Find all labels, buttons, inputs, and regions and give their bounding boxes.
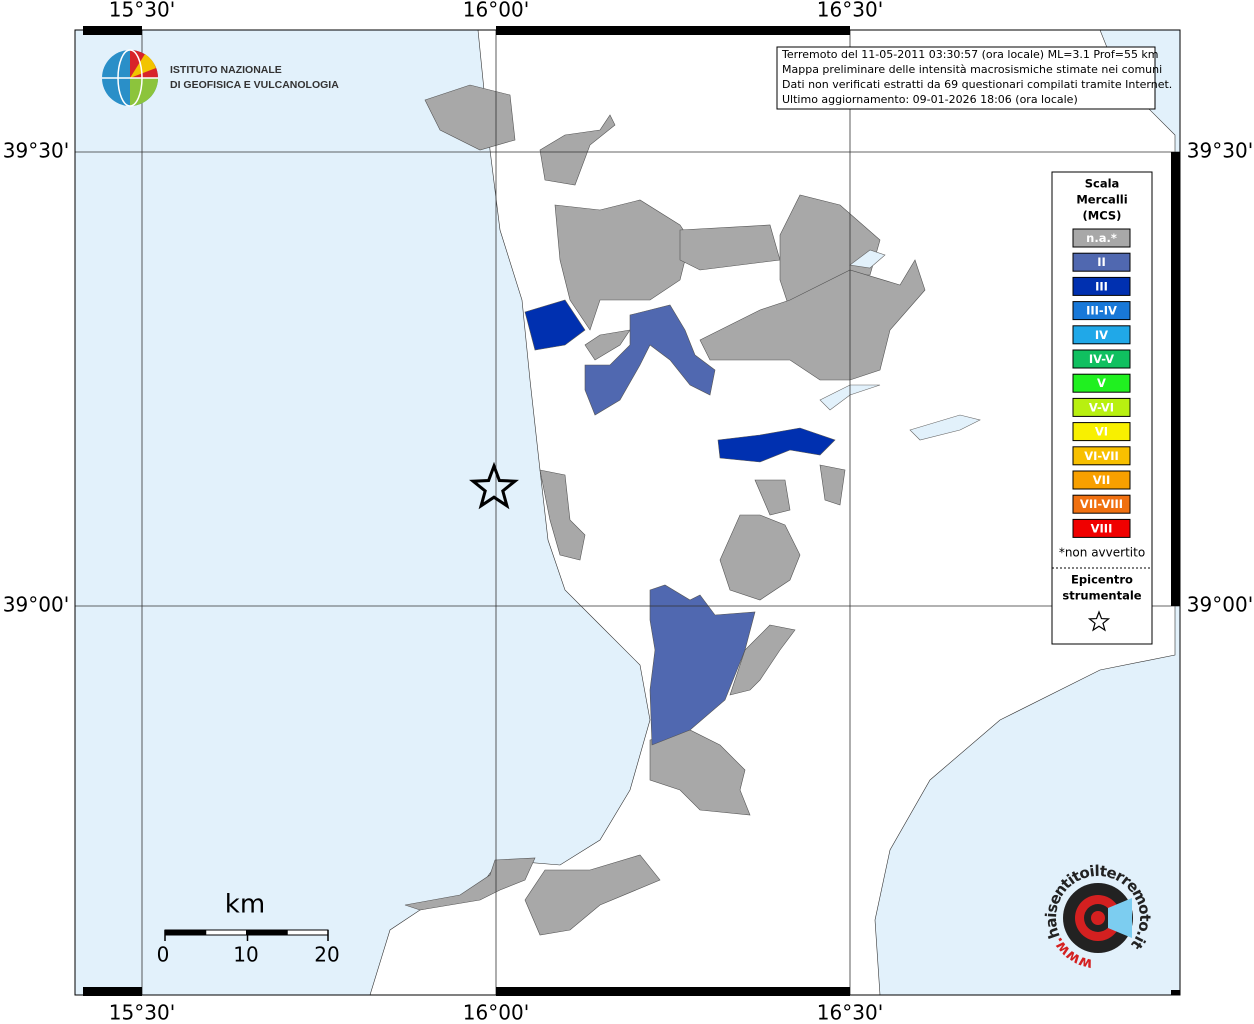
legend-label: VII-VIII <box>1080 497 1123 511</box>
legend-title: Scala <box>1085 177 1120 191</box>
lake <box>849 249 886 269</box>
legend-label: VII <box>1093 473 1110 487</box>
lon-label: 16°30' <box>817 0 883 22</box>
frame-bar <box>496 987 850 996</box>
municipality <box>539 114 616 186</box>
scale-segment <box>246 929 288 936</box>
lon-label: 15°30' <box>109 0 175 22</box>
municipality <box>729 624 796 696</box>
legend-label: III <box>1095 279 1108 293</box>
legend-swatch <box>1072 470 1131 490</box>
site-logo <box>1108 898 1132 938</box>
legend-note: *non avvertito <box>1059 546 1145 560</box>
municipality <box>539 469 586 561</box>
legend-swatch <box>1072 494 1131 514</box>
legend-label: V <box>1097 376 1106 390</box>
lat-label: 39°30' <box>3 139 69 163</box>
legend-star <box>1087 610 1111 632</box>
legend-label: V-VI <box>1089 400 1114 414</box>
scale-segment <box>205 929 247 936</box>
frame-bar <box>1171 152 1180 606</box>
lon-label: 16°00' <box>463 1001 529 1024</box>
site-logo <box>1091 911 1105 925</box>
legend-label: VI-VII <box>1084 449 1119 463</box>
municipality <box>424 84 516 151</box>
legend-swatch <box>1072 252 1131 272</box>
legend-swatch <box>1072 228 1131 248</box>
municipality <box>779 194 881 311</box>
municipality <box>649 584 756 746</box>
municipality <box>717 427 836 463</box>
frame-bar <box>496 26 850 35</box>
logo-text: DI GEOFISICA E VULCANOLOGIA <box>170 79 339 91</box>
municipality <box>719 514 801 601</box>
legend-swatch <box>1072 446 1131 466</box>
info-line: Terremoto del 11-05-2011 03:30:57 (ora l… <box>781 48 1159 61</box>
scale-label: 10 <box>233 943 258 967</box>
legend-title: (MCS) <box>1083 209 1122 223</box>
legend-swatch <box>1072 301 1131 321</box>
logo-text: ISTITUTO NAZIONALE <box>170 64 282 76</box>
lon-label: 15°30' <box>109 1001 175 1024</box>
scale-segment <box>286 929 329 936</box>
municipality <box>524 299 586 351</box>
logo-globe <box>130 78 158 106</box>
legend-label: VI <box>1095 425 1108 439</box>
lake <box>819 384 881 411</box>
frame-bar <box>83 987 142 996</box>
lat-label: 39°30' <box>1187 139 1253 163</box>
legend-swatch <box>1072 422 1131 442</box>
epicenter <box>469 461 519 510</box>
legend-swatch <box>1072 349 1131 369</box>
municipality <box>649 729 751 816</box>
legend-label: II <box>1097 255 1106 269</box>
scale-label: 0 <box>157 943 170 967</box>
lake <box>909 414 981 441</box>
scale-unit: km <box>225 890 265 920</box>
legend-label: n.a.* <box>1086 231 1117 245</box>
frame-bar <box>83 26 142 35</box>
lon-label: 16°00' <box>463 0 529 22</box>
lon-label: 16°30' <box>817 1001 883 1024</box>
legend-label: VIII <box>1091 521 1113 535</box>
legend-epicenter: Epicentro <box>1071 573 1133 587</box>
municipality <box>679 224 781 271</box>
legend-title: Mercalli <box>1076 193 1127 207</box>
municipality <box>524 854 661 936</box>
legend-label: IV <box>1095 328 1108 342</box>
lat-label: 39°00' <box>3 593 69 617</box>
municipality <box>754 479 791 516</box>
legend-swatch <box>1072 373 1131 393</box>
municipality <box>404 857 536 911</box>
municipality <box>584 304 716 416</box>
municipality <box>699 259 926 381</box>
legend-label: III-IV <box>1086 304 1117 318</box>
municipality <box>554 199 691 331</box>
lat-label: 39°00' <box>1187 593 1253 617</box>
info-line: Ultimo aggiornamento: 09-01-2026 18:06 (… <box>782 93 1078 106</box>
info-line: Dati non verificati estratti da 69 quest… <box>782 78 1172 91</box>
logo-globe <box>130 54 156 78</box>
scale-label: 20 <box>314 943 339 967</box>
info-line: Mappa preliminare delle intensità macros… <box>782 63 1162 76</box>
municipality <box>819 464 846 506</box>
legend-epicenter: strumentale <box>1062 589 1141 603</box>
legend-swatch <box>1072 276 1131 296</box>
legend-swatch <box>1072 325 1131 345</box>
frame-bar <box>1171 990 1180 995</box>
municipality <box>584 329 631 361</box>
info-box <box>776 46 1156 110</box>
legend-swatch <box>1072 518 1131 538</box>
scale-segment <box>164 929 207 936</box>
legend-label: IV-V <box>1089 352 1114 366</box>
legend-swatch <box>1072 397 1131 417</box>
